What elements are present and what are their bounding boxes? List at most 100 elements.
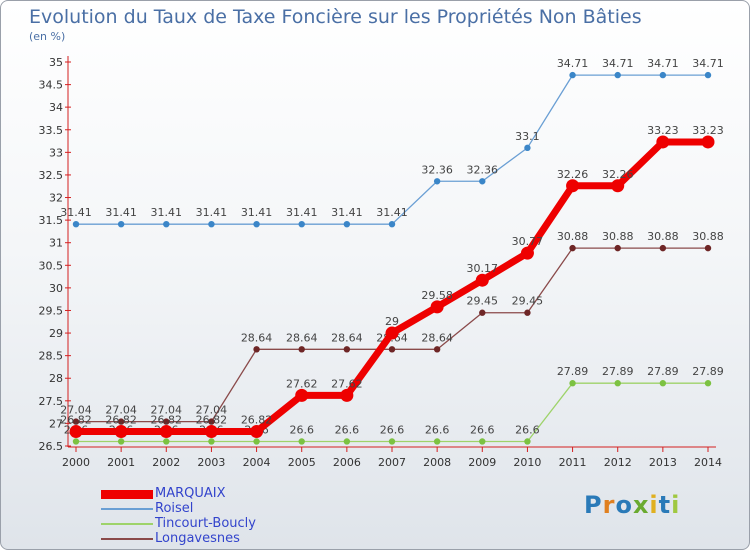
data-point-marquaix <box>701 135 715 149</box>
y-tick-label: 33 <box>49 146 63 159</box>
data-point-marquaix <box>430 300 444 314</box>
data-point-roisel <box>659 71 667 79</box>
data-point-longavesnes <box>163 418 170 425</box>
data-label-tincourt-boucly: 26.6 <box>289 423 314 436</box>
data-label-marquaix: 27.62 <box>286 377 318 390</box>
data-point-tincourt-boucly <box>704 380 712 387</box>
x-tick-label: 2012 <box>604 456 632 469</box>
data-point-marquaix <box>295 388 309 402</box>
legend-item-roisel: Roisel <box>101 502 193 516</box>
data-point-roisel <box>388 220 396 228</box>
data-point-longavesnes <box>72 418 80 425</box>
data-label-roisel: 31.41 <box>331 206 363 219</box>
logo-letter: o <box>615 491 633 519</box>
data-label-roisel: 34.71 <box>557 57 589 70</box>
legend-label-tincourt-boucly: Tincourt-Boucly <box>155 516 256 531</box>
x-tick-label: 2005 <box>288 456 316 469</box>
legend-swatch-roisel <box>101 508 153 510</box>
data-label-marquaix: 26.82 <box>241 414 273 427</box>
y-tick-label: 29 <box>49 327 63 340</box>
data-point-roisel <box>208 220 215 228</box>
data-point-tincourt-boucly <box>208 438 215 445</box>
data-label-roisel: 31.41 <box>241 206 273 219</box>
data-label-marquaix: 30.77 <box>512 235 544 248</box>
data-label-tincourt-boucly: 26.6 <box>425 423 450 436</box>
data-point-tincourt-boucly <box>163 438 170 445</box>
data-point-roisel <box>569 71 576 79</box>
data-point-longavesnes <box>659 244 667 252</box>
data-point-longavesnes <box>614 244 621 252</box>
y-tick-label: 29.5 <box>39 304 64 317</box>
legend-label-marquaix: MARQUAIX <box>155 486 226 501</box>
legend-item-longavesnes: Longavesnes <box>101 532 240 546</box>
x-tick-label: 2007 <box>378 456 406 469</box>
data-label-roisel: 31.41 <box>151 206 183 219</box>
logo-letter: P <box>584 491 603 519</box>
data-point-longavesnes <box>298 346 305 353</box>
data-label-longavesnes: 28.64 <box>241 331 273 344</box>
y-tick-label: 35 <box>49 56 63 69</box>
data-point-tincourt-boucly <box>479 438 486 445</box>
x-tick-label: 2014 <box>694 456 722 469</box>
data-label-marquaix: 33.23 <box>692 124 724 137</box>
data-label-longavesnes: 27.04 <box>105 404 137 417</box>
x-tick-label: 2003 <box>197 456 225 469</box>
data-point-roisel <box>704 71 712 79</box>
data-point-longavesnes <box>117 418 125 425</box>
data-label-tincourt-boucly: 27.89 <box>692 365 724 378</box>
y-tick-label: 30 <box>49 282 63 295</box>
data-point-roisel <box>524 144 531 152</box>
data-label-roisel: 34.71 <box>647 57 679 70</box>
data-label-tincourt-boucly: 27.89 <box>647 365 679 378</box>
y-tick-label: 34.5 <box>39 79 64 92</box>
data-point-longavesnes <box>253 346 260 353</box>
data-label-roisel: 31.41 <box>105 206 137 219</box>
data-label-tincourt-boucly: 26.6 <box>380 423 405 436</box>
data-point-tincourt-boucly <box>117 438 125 445</box>
y-tick-label: 28.5 <box>39 350 64 363</box>
data-point-marquaix <box>566 179 580 193</box>
data-point-longavesnes <box>524 309 531 316</box>
data-label-longavesnes: 29.45 <box>512 295 544 308</box>
data-point-marquaix <box>204 425 218 439</box>
data-label-roisel: 31.41 <box>286 206 318 219</box>
y-tick-label: 32 <box>49 192 63 205</box>
data-point-tincourt-boucly <box>433 438 441 445</box>
data-point-tincourt-boucly <box>343 438 351 445</box>
legend-swatch-longavesnes <box>101 538 153 540</box>
data-label-longavesnes: 30.88 <box>647 230 679 243</box>
x-tick-label: 2006 <box>333 456 361 469</box>
data-point-longavesnes <box>433 346 441 353</box>
logo-letter: t <box>658 491 672 519</box>
y-tick-label: 30.5 <box>39 259 64 272</box>
data-point-tincourt-boucly <box>253 438 260 445</box>
logo-letter: i <box>649 491 659 519</box>
legend-item-tincourt-boucly: Tincourt-Boucly <box>101 517 256 531</box>
data-label-marquaix: 26.82 <box>151 414 183 427</box>
data-point-tincourt-boucly <box>388 438 396 445</box>
logo-letter: r <box>602 491 616 519</box>
data-point-longavesnes <box>569 244 576 252</box>
data-label-tincourt-boucly: 26.6 <box>515 423 540 436</box>
data-point-marquaix <box>611 179 625 193</box>
x-tick-label: 2001 <box>107 456 135 469</box>
data-label-marquaix: 33.23 <box>647 124 679 137</box>
data-label-tincourt-boucly: 27.89 <box>602 365 634 378</box>
data-label-longavesnes: 30.88 <box>692 230 724 243</box>
data-point-tincourt-boucly <box>659 380 667 387</box>
legend-swatch-marquaix <box>101 489 153 499</box>
y-tick-label: 28 <box>49 372 63 385</box>
x-tick-label: 2009 <box>468 456 496 469</box>
data-label-roisel: 31.41 <box>60 206 92 219</box>
data-label-marquaix: 32.26 <box>602 168 634 181</box>
logo-letter: i <box>671 491 681 519</box>
data-point-roisel <box>614 71 621 79</box>
data-label-roisel: 33.1 <box>515 130 540 143</box>
data-label-longavesnes: 28.64 <box>421 331 453 344</box>
data-label-tincourt-boucly: 27.89 <box>557 365 589 378</box>
data-point-roisel <box>298 220 305 228</box>
y-tick-label: 27.5 <box>39 395 64 408</box>
data-label-longavesnes: 30.88 <box>557 230 589 243</box>
